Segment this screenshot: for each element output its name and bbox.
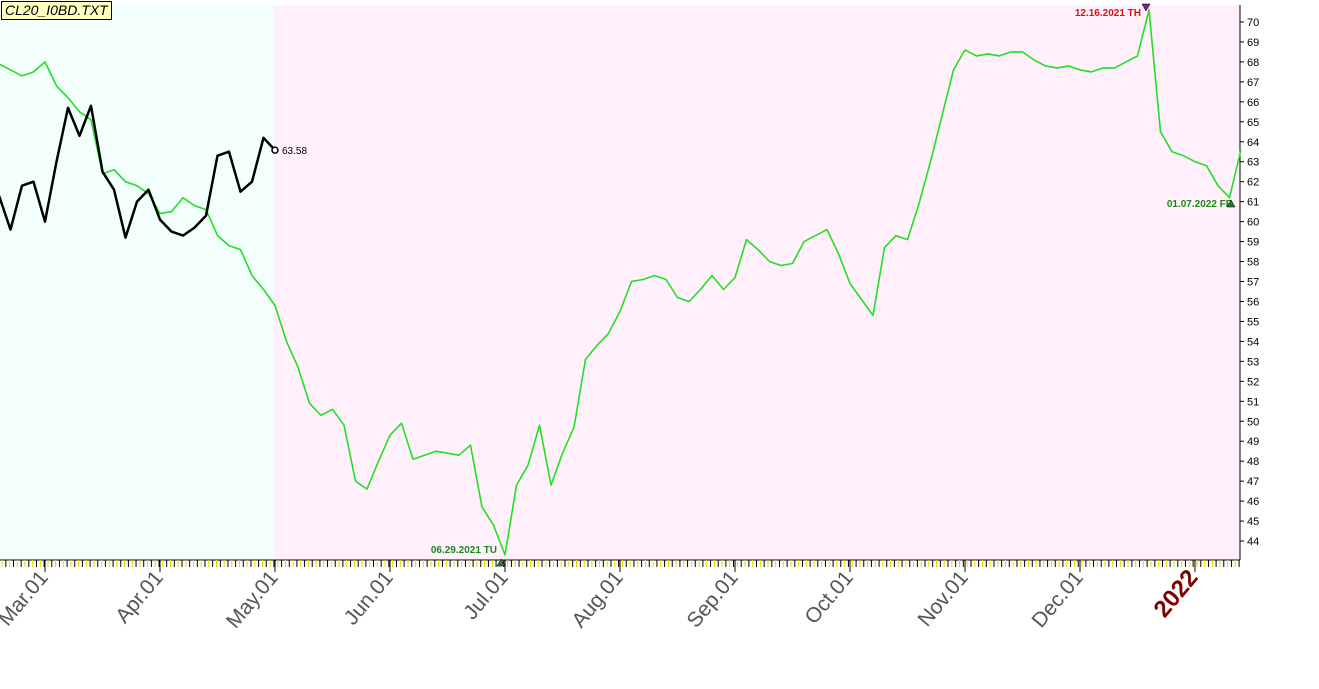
x-tick-label: Oct.01 — [800, 566, 857, 628]
y-tick-label: 62 — [1247, 177, 1259, 189]
y-tick-label: 46 — [1247, 496, 1259, 508]
background-left — [0, 5, 273, 560]
y-tick-label: 67 — [1247, 77, 1259, 89]
x-tick-label: Mar.01 — [0, 566, 53, 630]
annotation: 12.16.2021 TH — [1075, 8, 1141, 19]
annotation: 01.07.2022 FR — [1167, 199, 1234, 210]
y-tick-label: 56 — [1247, 296, 1259, 308]
x-tick-label: 2022 — [1149, 565, 1204, 623]
x-tick-label: May.01 — [222, 566, 283, 632]
y-tick-label: 70 — [1247, 17, 1259, 29]
y-tick-label: 45 — [1247, 516, 1259, 528]
y-tick-label: 50 — [1247, 416, 1259, 428]
y-tick-label: 63 — [1247, 157, 1259, 169]
annotation-marker — [1141, 3, 1151, 12]
y-tick-label: 60 — [1247, 217, 1259, 229]
y-tick-label: 64 — [1247, 137, 1259, 149]
y-tick-label: 68 — [1247, 57, 1259, 69]
y-tick-label: 61 — [1247, 197, 1259, 209]
value-label: 63.58 — [282, 146, 307, 157]
y-tick-label: 54 — [1247, 336, 1259, 348]
y-tick-label: 55 — [1247, 316, 1259, 328]
y-tick-label: 47 — [1247, 476, 1259, 488]
x-tick-label: Jun.01 — [340, 566, 398, 629]
y-tick-label: 66 — [1247, 97, 1259, 109]
x-tick-label: Apr.01 — [111, 566, 168, 627]
x-tick-label: Dec.01 — [1027, 566, 1087, 632]
y-tick-label: 48 — [1247, 456, 1259, 468]
background-right — [273, 5, 1240, 560]
y-tick-label: 44 — [1247, 536, 1259, 548]
y-tick-label: 58 — [1247, 257, 1259, 269]
line-series — [0, 104, 276, 239]
x-tick-label: Nov.01 — [913, 566, 972, 631]
end-marker — [271, 146, 279, 154]
y-tick-label: 53 — [1247, 356, 1259, 368]
y-tick-label: 57 — [1247, 277, 1259, 289]
annotation-marker — [496, 558, 506, 567]
y-tick-label: 51 — [1247, 396, 1259, 408]
annotation-marker — [1226, 199, 1236, 208]
y-tick-label: 52 — [1247, 376, 1259, 388]
x-tick-label: Aug.01 — [567, 566, 627, 632]
y-tick-label: 65 — [1247, 117, 1259, 129]
annotation: 06.29.2021 TU — [431, 545, 497, 556]
y-tick-label: 69 — [1247, 37, 1259, 49]
x-tick-label: Jul.01 — [459, 566, 513, 624]
y-tick-label: 59 — [1247, 237, 1259, 249]
y-tick-label: 49 — [1247, 436, 1259, 448]
x-tick-label: Sep.01 — [682, 566, 742, 632]
chart-title: CL20_I0BD.TXT — [1, 1, 112, 20]
